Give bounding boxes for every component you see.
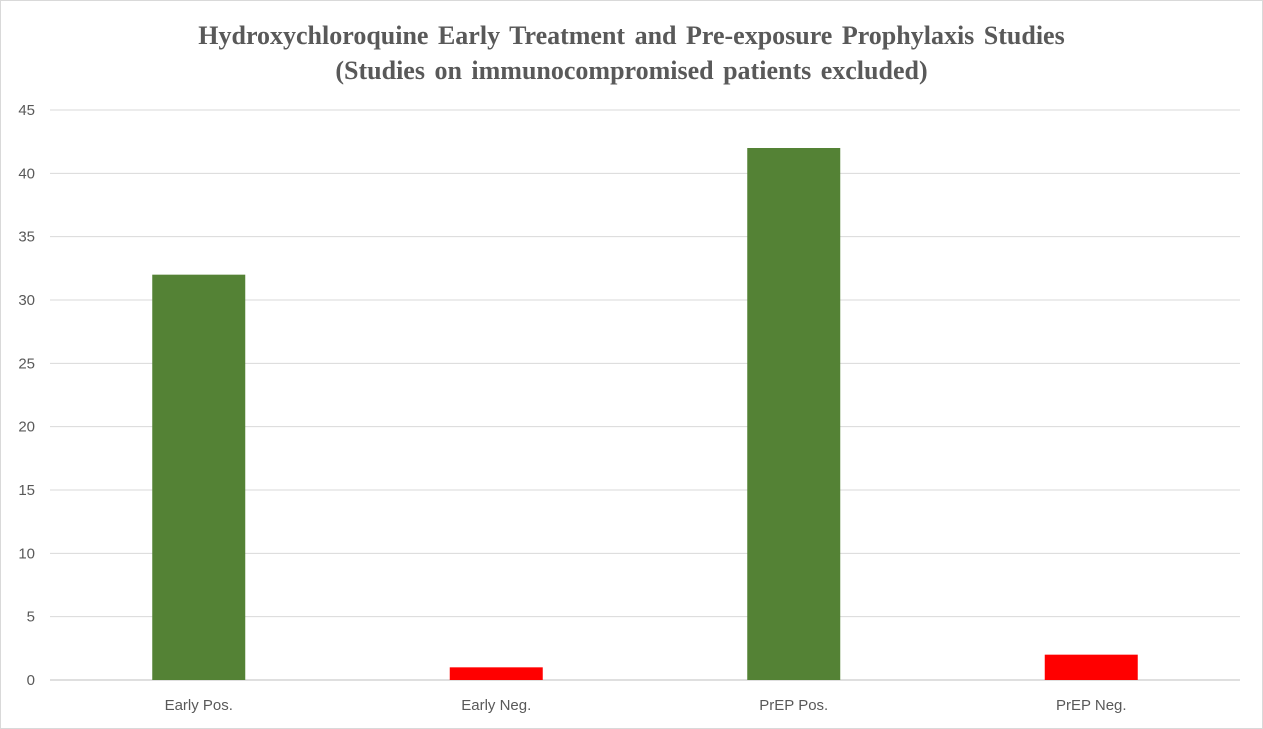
chart-title-block: Hydroxychloroquine Early Treatment and P… bbox=[0, 18, 1263, 88]
y-tick-label: 20 bbox=[18, 419, 35, 436]
y-tick-label: 15 bbox=[18, 482, 35, 499]
y-axis-tick-labels: 0 5 10 15 20 25 30 35 40 45 bbox=[18, 102, 35, 689]
gridlines bbox=[50, 109, 1240, 681]
bar-early-neg bbox=[449, 667, 543, 680]
x-axis-tick-labels: Early Pos. Early Neg. PrEP Pos. PrEP Neg. bbox=[165, 697, 1127, 714]
x-tick-label: PrEP Pos. bbox=[759, 697, 828, 714]
y-tick-label: 5 bbox=[27, 609, 35, 626]
x-tick-label: PrEP Neg. bbox=[1056, 697, 1127, 714]
y-tick-label: 25 bbox=[18, 355, 35, 372]
bar-prep-neg bbox=[1044, 654, 1138, 680]
bar-prep-pos bbox=[747, 148, 841, 680]
y-tick-label: 35 bbox=[18, 229, 35, 246]
bar-early-pos bbox=[152, 274, 246, 680]
y-tick-label: 10 bbox=[18, 545, 35, 562]
chart-title: Hydroxychloroquine Early Treatment and P… bbox=[198, 21, 1065, 50]
y-tick-label: 0 bbox=[27, 672, 35, 689]
x-tick-label: Early Neg. bbox=[461, 697, 531, 714]
y-tick-label: 40 bbox=[18, 165, 35, 182]
chart-subtitle: (Studies on immunocompromised patients e… bbox=[335, 56, 928, 85]
x-tick-label: Early Pos. bbox=[165, 697, 233, 714]
y-tick-label: 45 bbox=[18, 102, 35, 119]
bars bbox=[152, 148, 1138, 680]
y-tick-label: 30 bbox=[18, 292, 35, 309]
